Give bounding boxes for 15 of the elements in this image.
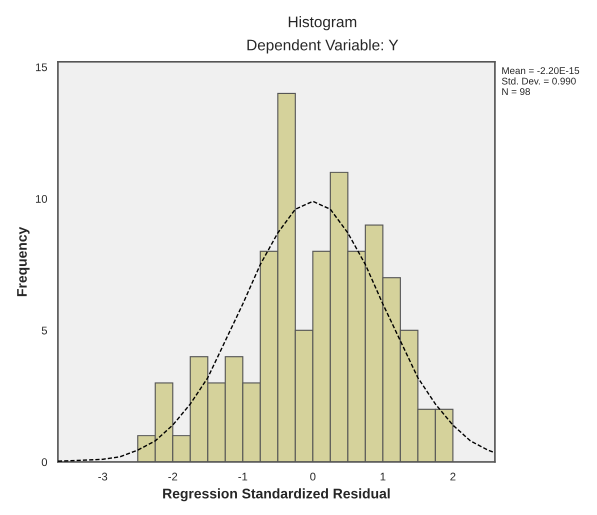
x-tick-label: 2 [450, 472, 456, 480]
y-tick-label: 5 [42, 326, 48, 334]
x-tick-label: -2 [168, 472, 178, 480]
x-tick-label: 1 [380, 472, 386, 480]
x-tick-label: -3 [98, 472, 108, 481]
y-tick-label: 10 [36, 194, 48, 203]
chart-title: Histogram [288, 16, 356, 30]
x-tick-label: -1 [238, 472, 248, 480]
x-axis-title: Regression Standardized Residual [163, 488, 390, 502]
text: Mean = -2.20E-15 Std. Dev. = 0.990 N = 98 [502, 67, 580, 96]
x-tick-label: 0 [310, 472, 316, 481]
y-tick-label: 0 [42, 458, 48, 466]
chart-subtitle: Dependent Variable: Y [247, 39, 398, 54]
y-tick-label: 15 [36, 63, 48, 72]
y-axis-title: Frequency [17, 226, 30, 296]
